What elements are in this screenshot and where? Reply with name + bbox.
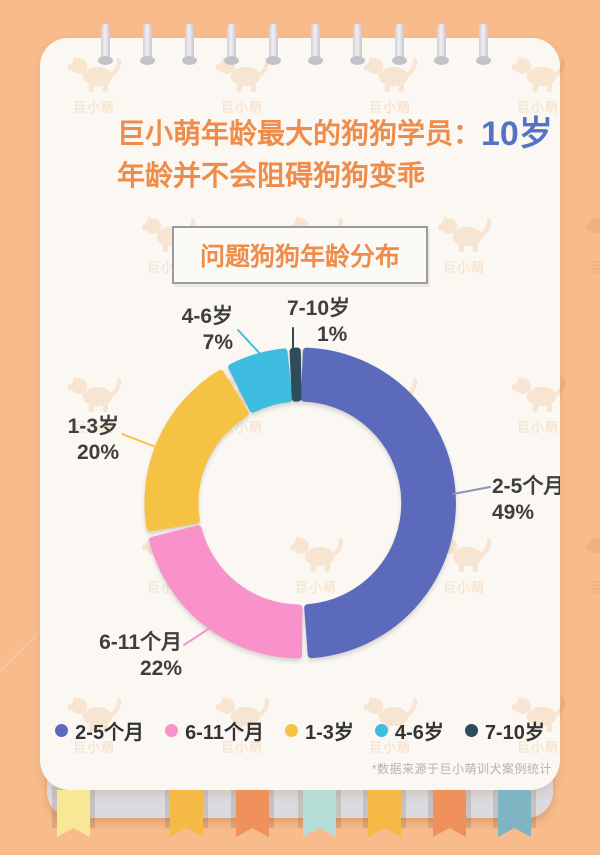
callout-label: 1-3岁 bbox=[67, 415, 119, 438]
infographic-title: 巨小萌年龄最大的狗狗学员：10岁 bbox=[117, 106, 553, 155]
binder-pin bbox=[266, 24, 281, 65]
callout-label: 7-10岁 bbox=[287, 297, 351, 320]
callout-label: 4-6岁 bbox=[181, 305, 233, 328]
bookmark-ribbon bbox=[498, 790, 531, 837]
watermark-brand-text: 巨小萌 bbox=[590, 260, 600, 275]
callout-label: 6-11个月 bbox=[99, 631, 182, 654]
bookmark-ribbon bbox=[368, 790, 401, 837]
legend-dot bbox=[464, 724, 478, 737]
infographic-subtitle: 年龄并不会阻碍狗狗变乖 bbox=[117, 160, 426, 191]
leader-line-2 bbox=[121, 433, 165, 451]
donut-segment-0 bbox=[300, 347, 456, 659]
legend-item-label: 2-5个月 bbox=[75, 722, 145, 744]
data-source-note: *数据来源于巨小萌训犬案例统计 bbox=[371, 762, 552, 776]
leader-line-1 bbox=[183, 623, 217, 646]
binder-pin bbox=[182, 24, 197, 65]
bookmark-ribbon bbox=[236, 790, 269, 837]
chart-title: 问题狗狗年龄分布 bbox=[199, 243, 401, 271]
callout-value: 49% bbox=[492, 501, 535, 524]
title-highlight: 10岁 bbox=[481, 115, 553, 153]
bookmark-ribbon bbox=[433, 790, 466, 837]
donut-chart-svg bbox=[121, 327, 491, 659]
legend-dot bbox=[55, 724, 69, 737]
leader-line-3 bbox=[237, 329, 265, 359]
donut-segment-4 bbox=[289, 347, 302, 402]
legend-item-3: 4-6岁 bbox=[374, 716, 444, 745]
legend-dot bbox=[165, 724, 179, 737]
callout-value: 7% bbox=[202, 331, 233, 354]
legend-dot bbox=[285, 724, 298, 737]
legend-item-label: 7-10岁 bbox=[484, 722, 545, 744]
dog-watermark: 巨小萌 bbox=[573, 212, 600, 276]
binder-pin bbox=[224, 24, 239, 65]
notebook-card: 巨小萌 巨小萌 巨小萌 巨小萌 巨小萌 巨小萌 巨小萌 巨小萌 巨小萌 巨小萌 巨小萌 巨小萌 巨小萌巨… bbox=[40, 38, 560, 790]
binder-pin bbox=[392, 24, 407, 65]
callout-label: 2-5个月 bbox=[492, 475, 560, 498]
callout-value: 1% bbox=[317, 323, 348, 346]
bookmark-ribbon bbox=[170, 790, 203, 837]
watermark-dog-icon bbox=[585, 536, 600, 554]
callout-value: 22% bbox=[139, 657, 182, 680]
donut-callout-4: 7-10岁 1% bbox=[287, 296, 383, 348]
legend-item-label: 6-11个月 bbox=[185, 722, 264, 744]
legend-item-label: 1-3岁 bbox=[305, 722, 354, 744]
binder-pin bbox=[476, 24, 491, 65]
donut-segment-2 bbox=[144, 369, 249, 532]
legend-dot bbox=[374, 724, 388, 737]
watermark-dog-icon bbox=[585, 216, 600, 234]
donut-callout-3: 4-6岁 7% bbox=[100, 304, 233, 356]
watermark-brand-text: 巨小萌 bbox=[590, 580, 600, 595]
donut-segments bbox=[144, 347, 456, 659]
binder-pin bbox=[308, 24, 323, 65]
legend-item-1: 6-11个月 bbox=[165, 716, 264, 745]
title-prefix: 巨小萌年龄最大的狗狗学员： bbox=[117, 118, 482, 149]
binder-pin bbox=[98, 24, 113, 65]
binder-pin bbox=[350, 24, 365, 65]
legend-item-4: 7-10岁 bbox=[464, 716, 545, 745]
dog-watermark: 巨小萌 bbox=[573, 532, 600, 596]
callout-value: 20% bbox=[76, 441, 119, 464]
bookmark-ribbon bbox=[303, 790, 336, 837]
legend-item-2: 1-3岁 bbox=[285, 716, 354, 745]
leader-line-0 bbox=[452, 486, 491, 495]
legend-item-0: 2-5个月 bbox=[55, 716, 144, 745]
legend-item-label: 4-6岁 bbox=[394, 722, 444, 744]
bookmark-ribbon bbox=[57, 790, 90, 837]
donut-callout-1: 6-11个月 22% bbox=[58, 630, 182, 682]
donut-callout-2: 1-3岁 20% bbox=[40, 414, 119, 466]
binder-pin bbox=[434, 24, 449, 65]
chart-legend: 2-5个月 6-11个月 1-3岁 4-6岁 7-10岁 bbox=[40, 716, 560, 745]
binder-pin bbox=[140, 24, 155, 65]
donut-callout-0: 2-5个月 49% bbox=[492, 474, 560, 526]
